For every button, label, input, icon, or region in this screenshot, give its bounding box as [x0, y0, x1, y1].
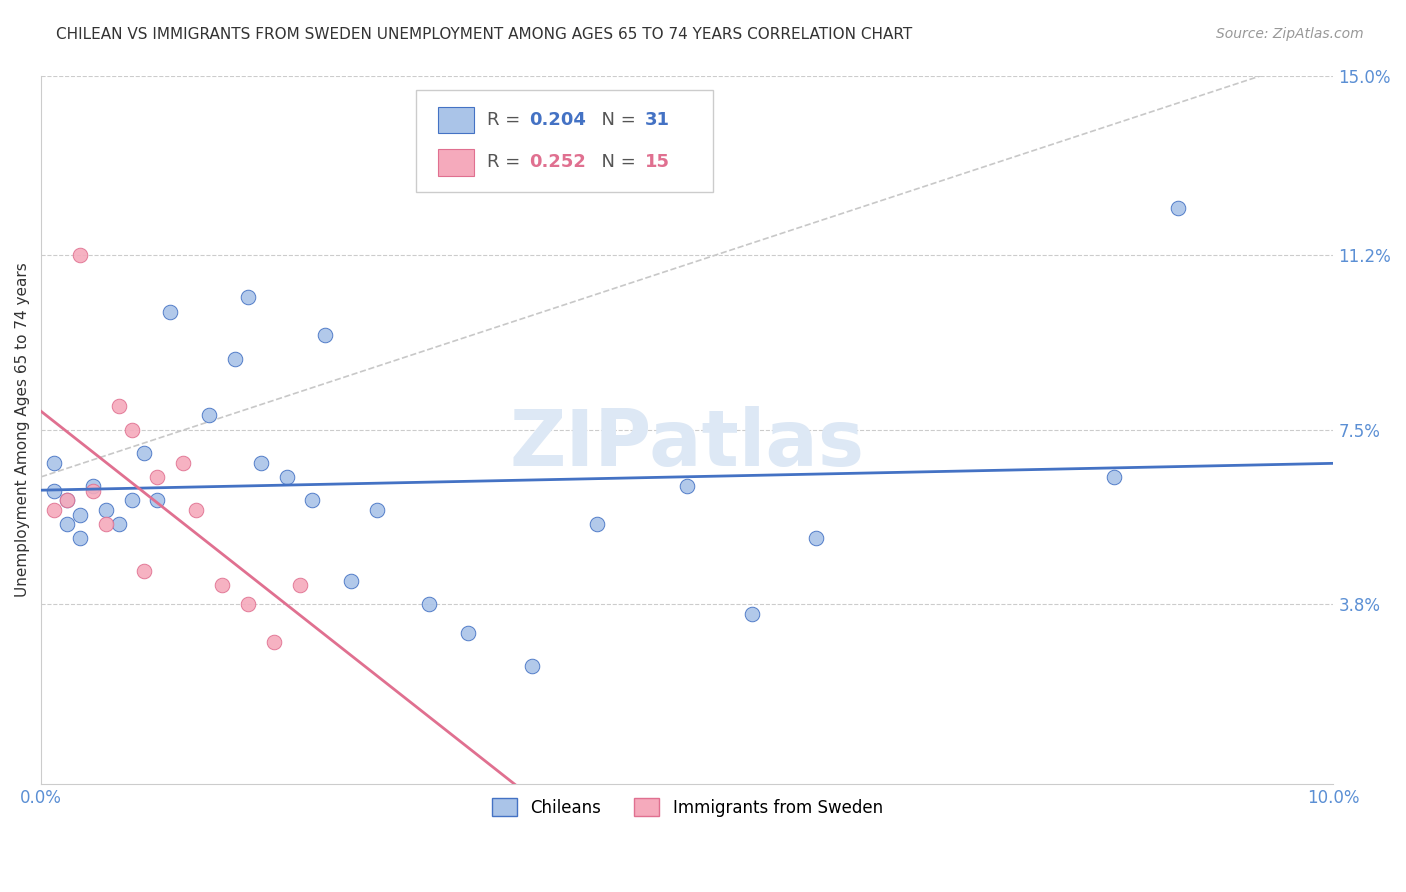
Point	[276, 470, 298, 484]
Text: Source: ZipAtlas.com: Source: ZipAtlas.com	[1216, 27, 1364, 41]
Point	[94, 517, 117, 532]
Point	[198, 409, 221, 423]
Point	[263, 635, 285, 649]
Text: R =: R =	[486, 153, 526, 171]
Point	[69, 248, 91, 262]
Point	[56, 493, 79, 508]
Point	[56, 493, 79, 508]
Legend: Chileans, Immigrants from Sweden: Chileans, Immigrants from Sweden	[484, 790, 891, 825]
Point	[1167, 201, 1189, 215]
Y-axis label: Unemployment Among Ages 65 to 74 years: Unemployment Among Ages 65 to 74 years	[15, 262, 30, 597]
Point	[134, 564, 156, 578]
FancyBboxPatch shape	[437, 106, 474, 134]
Point	[107, 399, 129, 413]
Point	[56, 517, 79, 532]
Point	[288, 578, 311, 592]
Point	[418, 597, 440, 611]
Point	[159, 304, 181, 318]
FancyBboxPatch shape	[437, 149, 474, 176]
Text: N =: N =	[591, 153, 641, 171]
Point	[585, 517, 607, 532]
Point	[457, 625, 479, 640]
Point	[522, 658, 544, 673]
Point	[42, 503, 65, 517]
Point	[211, 578, 233, 592]
Point	[94, 503, 117, 517]
FancyBboxPatch shape	[416, 90, 713, 193]
Point	[172, 456, 194, 470]
Point	[146, 493, 169, 508]
Point	[236, 597, 259, 611]
Point	[186, 503, 208, 517]
Point	[82, 479, 104, 493]
Point	[1102, 470, 1125, 484]
Point	[224, 351, 246, 366]
Point	[121, 423, 143, 437]
Point	[236, 290, 259, 304]
Text: 0.252: 0.252	[530, 153, 586, 171]
Point	[676, 479, 699, 493]
Point	[340, 574, 363, 588]
Point	[741, 607, 763, 621]
Text: CHILEAN VS IMMIGRANTS FROM SWEDEN UNEMPLOYMENT AMONG AGES 65 TO 74 YEARS CORRELA: CHILEAN VS IMMIGRANTS FROM SWEDEN UNEMPL…	[56, 27, 912, 42]
Text: N =: N =	[591, 111, 641, 129]
Point	[82, 483, 104, 498]
Text: R =: R =	[486, 111, 526, 129]
Point	[314, 328, 336, 343]
Point	[249, 456, 271, 470]
Point	[146, 470, 169, 484]
Point	[301, 493, 323, 508]
Point	[366, 503, 388, 517]
Point	[42, 483, 65, 498]
Point	[69, 508, 91, 522]
Point	[134, 446, 156, 460]
Point	[69, 531, 91, 545]
Point	[107, 517, 129, 532]
Text: 31: 31	[644, 111, 669, 129]
Point	[806, 531, 828, 545]
Text: 0.204: 0.204	[530, 111, 586, 129]
Text: 15: 15	[644, 153, 669, 171]
Point	[121, 493, 143, 508]
Point	[42, 456, 65, 470]
Text: ZIPatlas: ZIPatlas	[510, 406, 865, 482]
